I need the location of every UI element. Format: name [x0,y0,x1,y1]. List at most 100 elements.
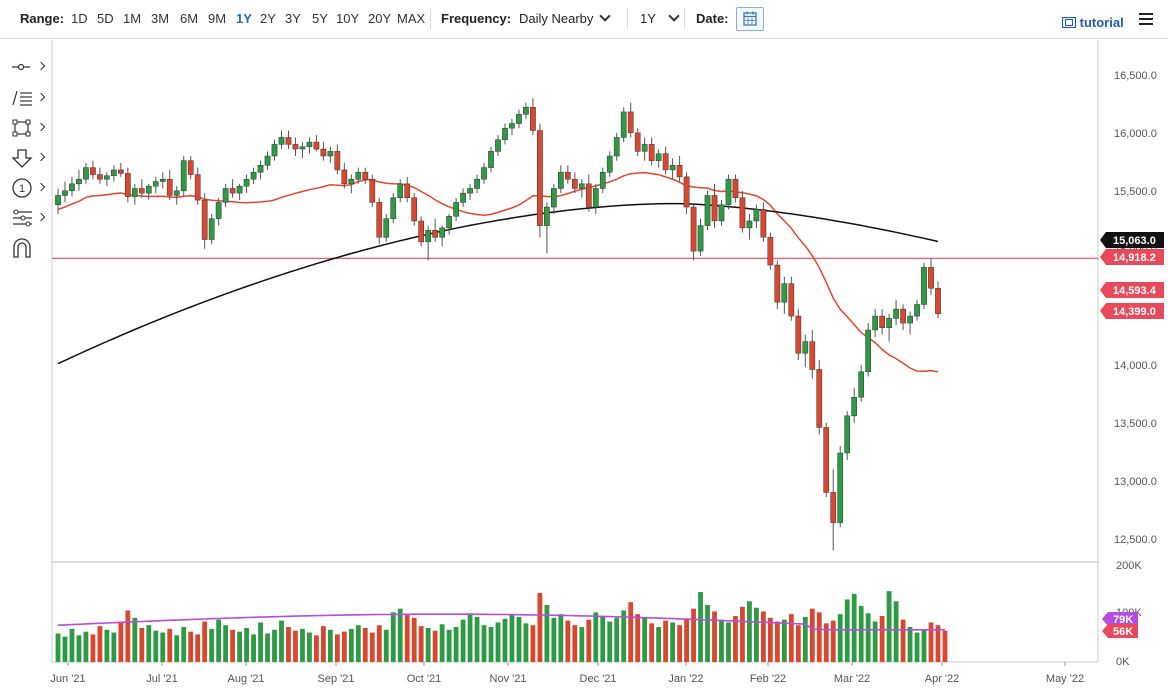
candle-body [564,171,571,180]
candle-body [453,202,459,217]
volume-tag-shape [1102,612,1138,626]
arrow-tool[interactable] [8,147,52,169]
candle-body [83,167,89,180]
candle [551,183,557,214]
volume-bar [935,625,941,662]
range-button-1y[interactable]: 1Y [236,11,252,26]
range-button-6m[interactable]: 6M [180,11,199,26]
candle-body [669,165,676,171]
candle [655,149,662,168]
trend-lines-tool[interactable] [8,87,52,109]
volume-bar [369,632,375,662]
candle-body [250,171,257,180]
crosshair-tool[interactable] [8,56,52,78]
candle-body [152,181,159,187]
candle-body [369,178,376,203]
price-tag: 14,918.2 [1100,249,1164,265]
candle-body [599,171,606,189]
candle [781,276,788,314]
annotation-number: 1 [19,183,25,195]
candle-body [844,415,851,454]
volume-bar [537,593,543,662]
shapes-tool[interactable] [8,117,52,139]
candle-body [795,315,802,354]
candle [348,174,355,194]
price-tag-shape [1100,249,1164,265]
volume-bar [754,607,759,662]
volume-bar [921,629,927,662]
volume-bar [488,627,494,662]
candle [558,165,564,194]
candle-body [935,287,941,315]
candle [124,167,131,203]
candle-body [893,308,899,319]
candle [341,162,348,189]
range-button-10y[interactable]: 10Y [336,11,360,26]
range-button-2y[interactable]: 2Y [260,11,276,26]
range-button-3m[interactable]: 3M [151,11,170,26]
candle-body [159,178,166,182]
candle [404,176,411,203]
y-tick-label: 16,000.0 [1114,128,1157,140]
volume-bar [705,604,710,662]
candle-body [523,107,529,115]
volume-bar [237,631,242,662]
volume-bar [83,631,89,662]
candle-body [809,341,816,370]
candle [138,179,145,198]
candle [236,183,243,201]
candle [83,162,89,184]
volume-bar [202,621,208,662]
candle-body [90,167,96,175]
hamburger-menu-icon[interactable] [1139,13,1153,25]
candle [90,160,96,180]
candle [732,174,739,203]
candle-body [802,341,809,354]
candle-body [341,169,348,185]
range-button-5d[interactable]: 5D [97,11,114,26]
candle [432,218,438,242]
volume-bar [104,629,110,662]
volume-tick-label: 0K [1116,656,1130,668]
period-select[interactable]: 1Y [640,10,680,26]
range-button-5y[interactable]: 5Y [312,11,328,26]
range-button-1d[interactable]: 1D [71,11,88,26]
candle-body [69,183,75,192]
range-button-20y[interactable]: 20Y [368,11,392,26]
range-button-1m[interactable]: 1M [123,11,142,26]
magnet-tool[interactable] [8,237,52,259]
range-button-3y[interactable]: 3Y [285,11,301,26]
candle [746,214,753,240]
candle-body [285,137,292,145]
candle-body [690,206,697,252]
range-button-max[interactable]: MAX [397,11,426,26]
date-picker-button[interactable] [736,7,764,31]
candle [613,132,620,161]
candle [299,142,306,159]
volume-bar [802,616,808,662]
annotation-tool[interactable]: 1 [8,177,52,199]
fibonacci-tool[interactable] [8,207,52,229]
magnet-icon [13,238,31,258]
candle [914,299,920,321]
x-tick-label: Oct '21 [407,673,442,685]
candle-body [697,225,704,252]
candle-body [467,188,473,194]
candle-body [362,171,369,180]
candle [383,214,390,242]
range-button-9m[interactable]: 9M [208,11,227,26]
candle-body [432,229,438,238]
tutorial-link[interactable]: tutorial [1061,15,1124,30]
candle [488,146,494,173]
candle [823,422,830,498]
candle [879,309,885,335]
volume-bar [795,625,801,662]
candle [271,139,278,161]
volume-average-line [57,613,945,631]
frequency-select[interactable]: Daily Nearby [519,10,612,26]
volume-bar [181,627,187,662]
range-label: Range: [20,11,65,26]
candle [865,323,872,377]
candle [753,204,760,228]
